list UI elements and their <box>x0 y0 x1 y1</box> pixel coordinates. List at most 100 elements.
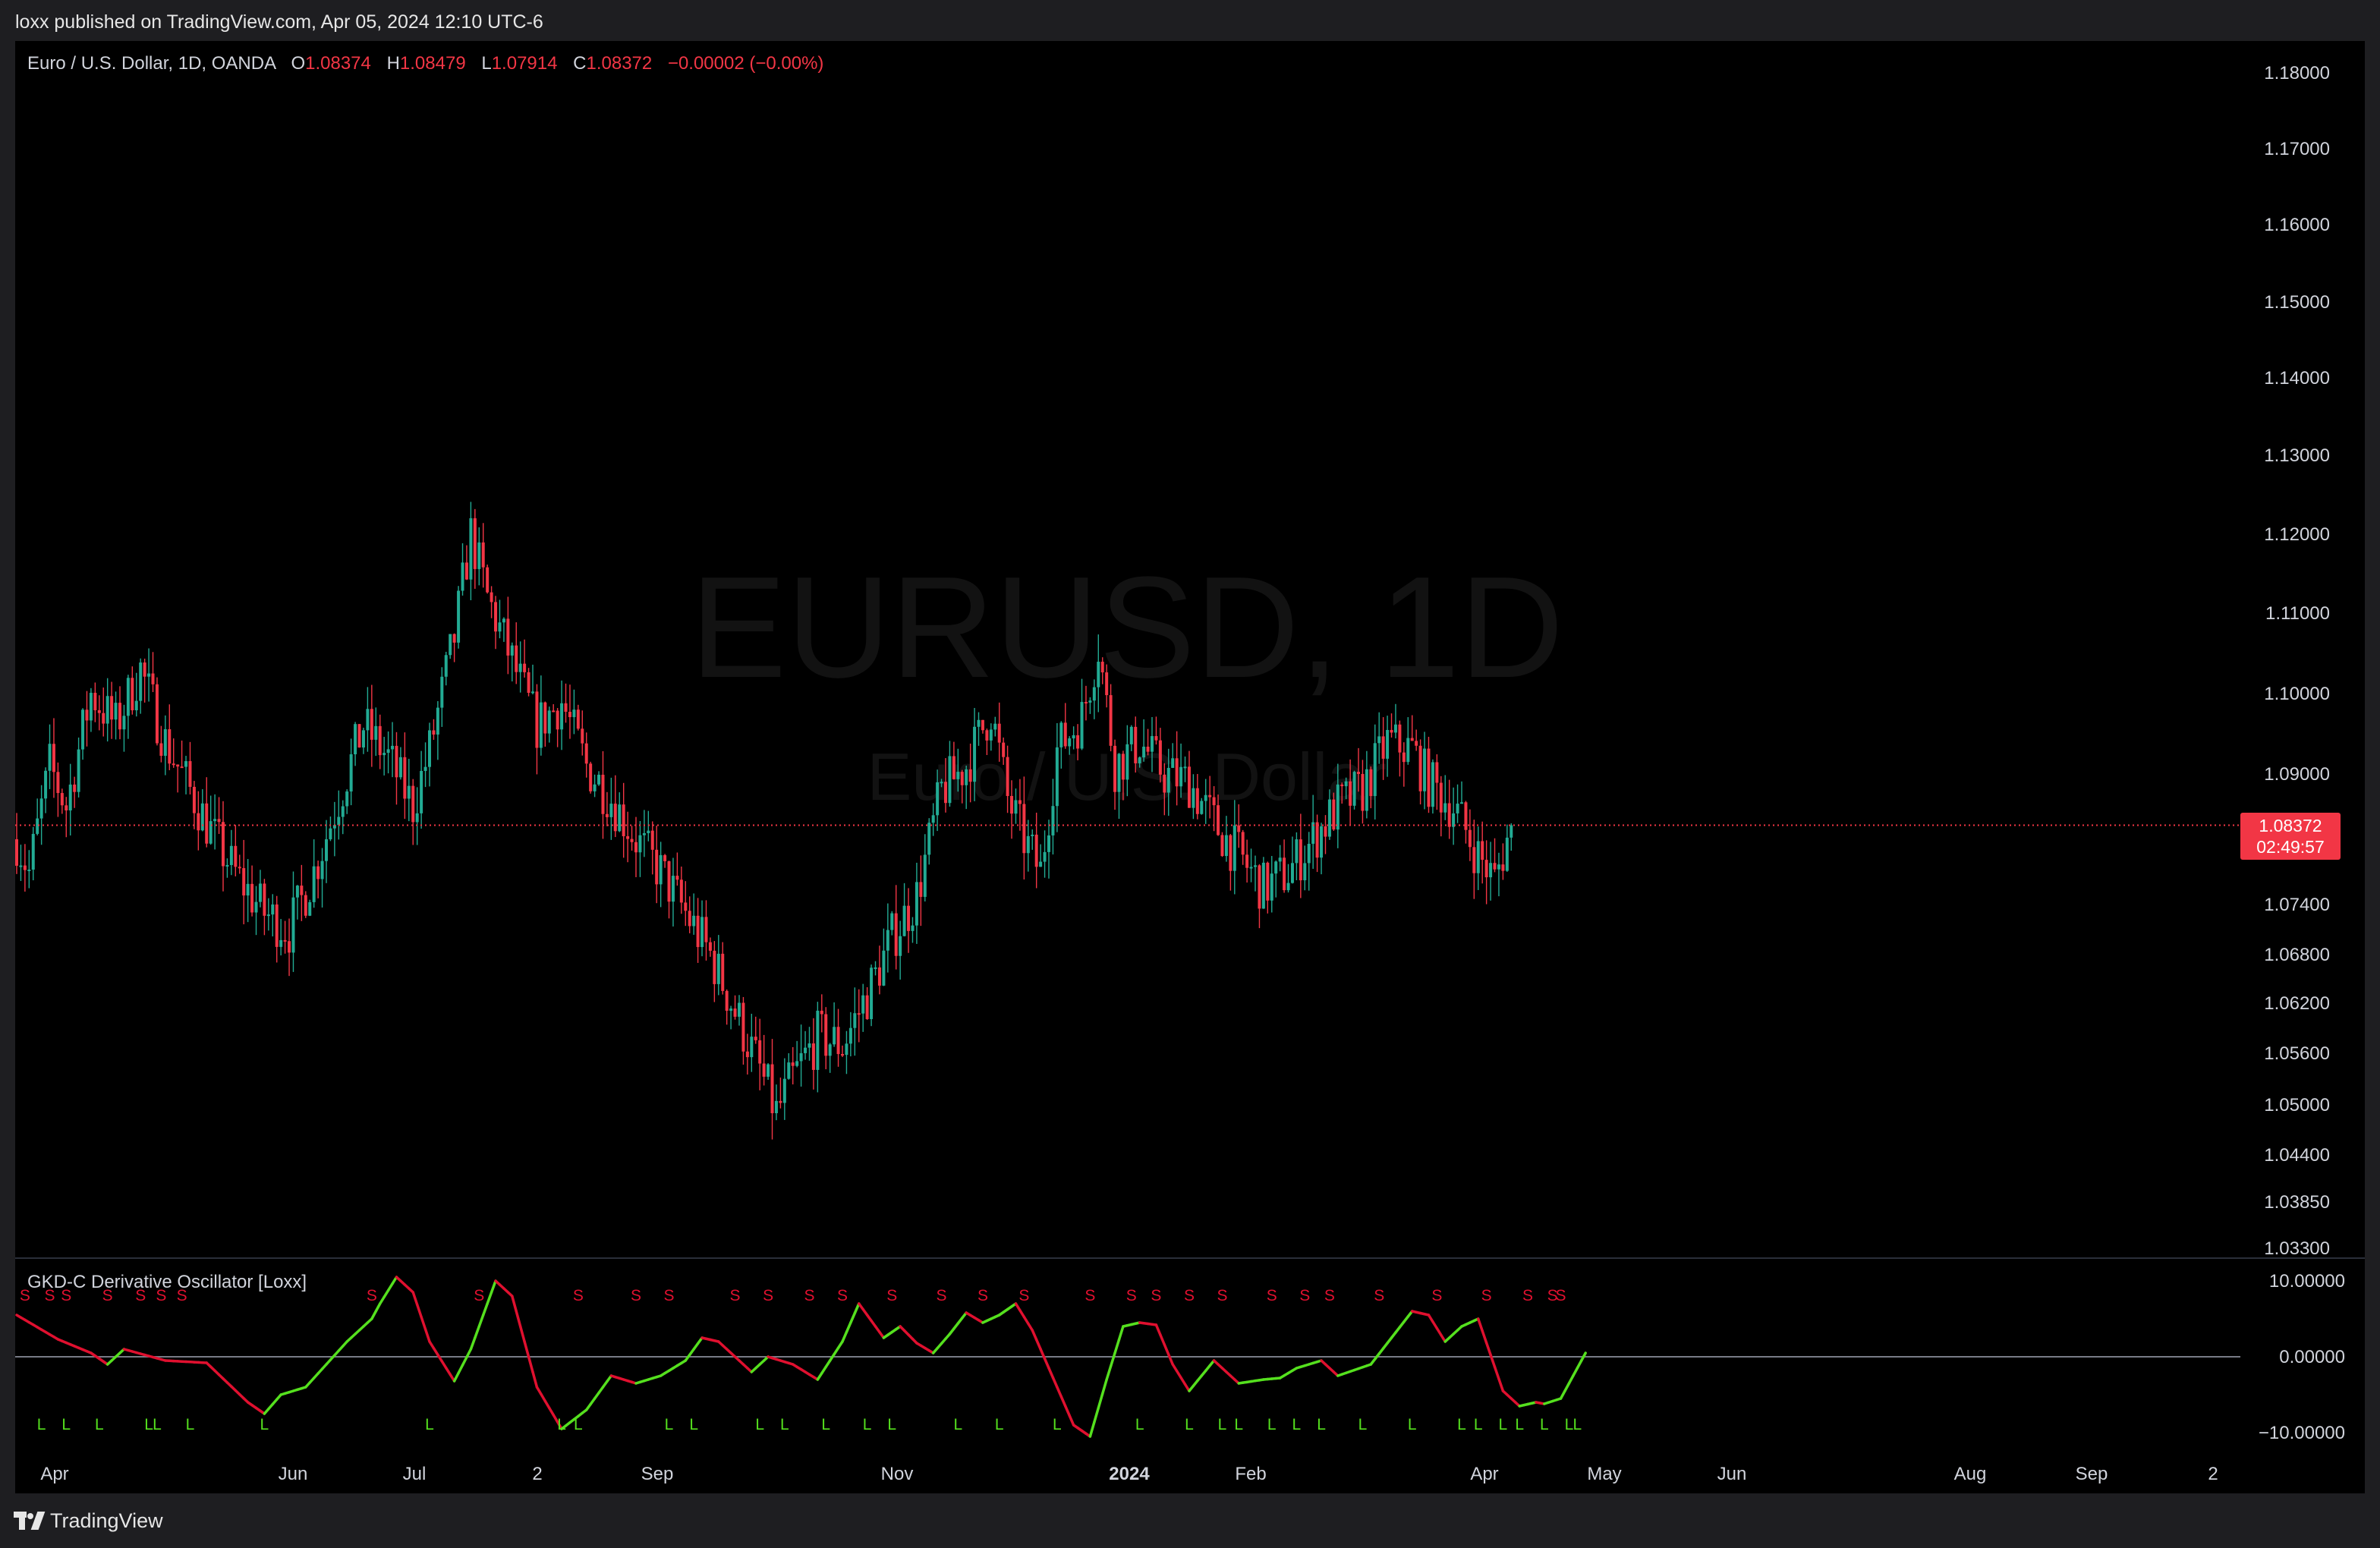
chart-area[interactable]: EURUSD, 1D Euro / U.S. Dollar 1.18000 1.1… <box>15 41 2365 1493</box>
candle-body <box>1476 841 1480 873</box>
candle-body <box>473 518 477 569</box>
candle-body <box>1175 758 1179 787</box>
candle-body <box>304 895 307 916</box>
publish-info: loxx published on TradingView.com, Apr 0… <box>15 11 543 33</box>
osc-segment <box>1088 1421 1096 1438</box>
candle-body <box>391 745 395 750</box>
candle-body <box>1283 857 1286 891</box>
sell-signal-marker: S <box>978 1287 988 1304</box>
osc-segment <box>1113 1338 1121 1354</box>
long-signal-marker: L <box>574 1416 583 1433</box>
candle-body <box>1117 754 1121 792</box>
candle-body <box>295 886 299 898</box>
price-tick-label: 1.11000 <box>2265 603 2330 624</box>
osc-segment <box>841 1330 848 1343</box>
candle-body <box>197 813 200 831</box>
candle-body <box>767 1064 770 1077</box>
candle-body <box>605 813 609 817</box>
long-signal-marker: L <box>821 1416 830 1433</box>
long-signal-marker: L <box>995 1416 1004 1433</box>
oscillator-legend[interactable]: GKD-C Derivative Oscillator [Loxx] <box>27 1272 307 1293</box>
candle-body <box>894 913 898 956</box>
candle-body <box>729 1008 733 1012</box>
candle-body <box>1481 841 1484 861</box>
candle-body <box>172 763 175 766</box>
price-tick-label: 1.17000 <box>2264 139 2330 159</box>
osc-segment <box>1167 1353 1174 1366</box>
time-axis[interactable]: Apr Jun Jul 2 Sep Nov 2024 Feb Apr May Jun Aug Sep 2 <box>40 1464 2218 1484</box>
candle-body <box>795 1061 799 1066</box>
candle-body <box>1373 743 1377 797</box>
candle-body <box>1043 851 1047 862</box>
candle-body <box>1220 835 1224 857</box>
time-tick-label: 2024 <box>1109 1464 1150 1484</box>
tradingview-brand: TradingView <box>50 1509 163 1532</box>
candle-body <box>1447 803 1451 827</box>
time-tick-label: Jun <box>1717 1464 1747 1484</box>
candle-body <box>89 692 93 721</box>
candle-body <box>81 710 85 750</box>
oscillator-axis[interactable]: 10.00000 0.00000 −10.00000 <box>2259 1271 2345 1443</box>
candle-body <box>543 702 547 734</box>
candle-body <box>188 761 192 787</box>
high-value: 1.08479 <box>399 53 466 74</box>
candle-body <box>725 990 729 1012</box>
candle-body <box>1100 662 1104 673</box>
candle-body <box>1183 766 1187 769</box>
osc-segment <box>1576 1359 1583 1370</box>
candle-body <box>741 1002 745 1052</box>
price-tick-label: 1.09000 <box>2264 764 2330 785</box>
candle-body <box>1431 762 1434 807</box>
price-tick-label: 1.16000 <box>2264 215 2330 235</box>
sell-signal-marker: S <box>837 1287 848 1304</box>
tradingview-logo[interactable]: TradingView <box>14 1507 163 1534</box>
candle-body <box>134 700 138 711</box>
price-tick-label: 1.05600 <box>2264 1043 2330 1064</box>
osc-segment <box>543 1399 551 1410</box>
candle-body <box>622 804 625 836</box>
candle-body <box>1435 762 1439 783</box>
candle-body <box>721 953 725 991</box>
candle-body <box>1377 736 1381 744</box>
candle-body <box>436 707 439 735</box>
candle-body <box>73 784 77 792</box>
time-tick-label: Sep <box>641 1464 674 1484</box>
osc-segment <box>523 1340 530 1358</box>
candle-body <box>601 774 605 814</box>
candle-body <box>1427 748 1431 807</box>
osc-segment <box>1493 1365 1500 1380</box>
candle-body <box>556 710 559 730</box>
candle-body <box>469 518 473 580</box>
candle-body <box>1237 825 1241 832</box>
candle-body <box>490 592 493 603</box>
price-tick-label: 1.03850 <box>2264 1192 2330 1213</box>
symbol-legend[interactable]: Euro / U.S. Dollar, 1D, OANDA O1.08374 H… <box>27 53 823 74</box>
candle-body <box>1365 769 1368 811</box>
candle-body <box>386 749 390 754</box>
candle-body <box>312 866 316 902</box>
candle-body <box>1349 781 1352 806</box>
sell-signal-marker: S <box>1267 1287 1277 1304</box>
candle-body <box>915 882 918 926</box>
osc-segment <box>1047 1367 1055 1380</box>
osc-segment <box>1117 1325 1125 1342</box>
candle-body <box>535 691 539 748</box>
candle-body <box>973 726 977 782</box>
candle-body <box>291 897 295 953</box>
candle-body <box>354 724 357 755</box>
chart-canvas[interactable]: EURUSD, 1D Euro / U.S. Dollar 1.180001.1… <box>15 41 2365 1493</box>
candle-body <box>444 655 448 677</box>
candle-body <box>597 774 601 785</box>
long-signal-marker: L <box>260 1416 269 1433</box>
candle-body <box>1311 822 1315 844</box>
osc-segment <box>1572 1367 1579 1377</box>
candle-body <box>997 723 1001 743</box>
sell-signal-marker: S <box>1547 1287 1558 1304</box>
candle-body <box>192 786 196 813</box>
osc-segment <box>1497 1377 1505 1392</box>
candle-body <box>481 542 485 568</box>
candle-body <box>382 753 386 756</box>
price-axis[interactable]: 1.18000 1.17000 1.16000 1.15000 1.14000 1.130… <box>2264 63 2330 1259</box>
candle-body <box>1386 729 1390 759</box>
time-tick-label: Jul <box>403 1464 427 1484</box>
